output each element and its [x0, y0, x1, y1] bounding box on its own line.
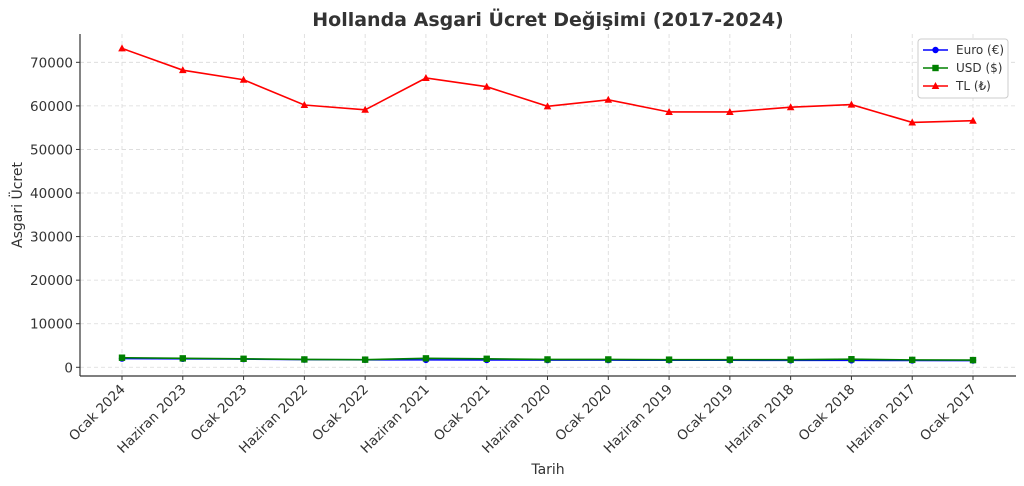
x-tick-label: Ocak 2024 [66, 382, 129, 445]
grid [80, 34, 1016, 376]
y-tick-label: 10000 [30, 317, 73, 333]
legend-label-euro: Euro (€) [956, 43, 1004, 57]
data-point-usd [787, 356, 794, 363]
data-point-usd [969, 356, 977, 364]
y-tick-label: 0 [64, 360, 73, 376]
data-point-tl [908, 118, 917, 126]
legend-label-usd: USD ($) [956, 61, 1002, 75]
data-point-tl [361, 105, 369, 113]
data-point-tl [422, 74, 430, 82]
data-point-usd [726, 356, 734, 363]
y-tick-label: 70000 [30, 55, 73, 71]
data-point-tl [786, 103, 795, 111]
data-point-tl [300, 101, 309, 109]
legend-marker-euro [932, 46, 939, 54]
y-tick-label: 30000 [30, 230, 73, 246]
y-tick-label: 40000 [30, 186, 73, 202]
y-axis-label: Asgari Ücret [8, 162, 26, 248]
data-point-usd [361, 356, 369, 363]
data-point-usd [179, 355, 186, 362]
legend-marker-tl [931, 82, 940, 89]
series-usd [118, 354, 977, 364]
data-point-usd [848, 356, 855, 363]
data-point-usd [909, 356, 916, 364]
x-tick-label: Ocak 2018 [795, 382, 858, 445]
x-tick-label: Ocak 2022 [309, 382, 372, 445]
data-point-usd [483, 355, 490, 362]
data-point-tl [543, 102, 552, 110]
chart-title: Hollanda Asgari Ücret Değişimi (2017-202… [312, 7, 783, 31]
legend-marker-usd [932, 64, 939, 72]
y-tick-label: 60000 [30, 99, 73, 115]
data-point-usd [118, 354, 126, 361]
data-point-usd [422, 355, 430, 362]
data-point-tl [847, 100, 856, 108]
data-point-tl [604, 95, 613, 103]
x-tick-label: Ocak 2017 [917, 382, 980, 445]
data-point-usd [544, 356, 551, 363]
legend-frame [917, 38, 1009, 99]
legend-label-tl: TL (₺) [955, 79, 991, 93]
data-point-tl [239, 75, 248, 83]
x-tick-label: Ocak 2019 [674, 382, 737, 445]
x-tick-label: Ocak 2021 [431, 382, 494, 445]
x-axis-label: Tarih [530, 462, 564, 478]
data-point-usd [240, 355, 247, 362]
data-point-tl [665, 107, 673, 115]
x-tick-label: Ocak 2023 [188, 382, 251, 445]
data-point-usd [605, 356, 612, 363]
data-point-tl [726, 107, 734, 115]
data-point-usd [301, 356, 308, 363]
data-point-usd [665, 356, 673, 363]
data-point-tl [482, 82, 491, 90]
axes [79, 34, 1016, 377]
y-ticks: 0 10000 20000 30000 40000 50000 60000 70000 [30, 55, 80, 376]
y-tick-label: 50000 [30, 142, 73, 158]
y-tick-label: 20000 [30, 273, 73, 289]
x-tick-label: Ocak 2020 [552, 382, 615, 445]
data-point-tl [178, 66, 187, 74]
data-point-tl [118, 44, 126, 52]
legend: Euro (€) USD ($) TL (₺) [917, 38, 1009, 99]
series-layer [118, 44, 977, 364]
data-point-tl [969, 116, 977, 124]
series-tl [118, 44, 977, 126]
